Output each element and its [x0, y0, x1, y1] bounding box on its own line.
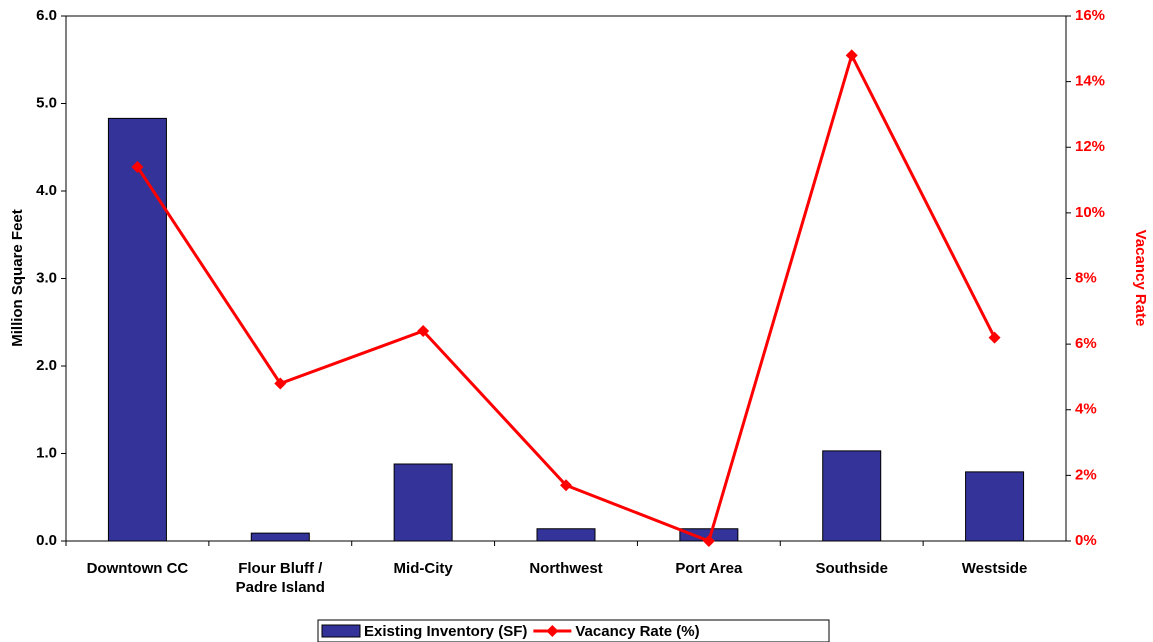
bar: [250, 532, 310, 542]
y-tick-label: 0.0: [36, 532, 57, 549]
y2-tick-label: 0%: [1075, 532, 1097, 549]
y-tick-label: 5.0: [36, 94, 57, 111]
bar: [822, 450, 882, 542]
x-tick-label: Port Area: [675, 560, 743, 577]
y-tick-label: 4.0: [36, 182, 57, 199]
marker: [702, 535, 715, 547]
y2-tick-label: 8%: [1075, 269, 1097, 286]
y2-tick-label: 6%: [1075, 335, 1097, 352]
x-tick-label: Mid-City: [393, 560, 453, 577]
y-tick-label: 1.0: [36, 444, 57, 461]
y2-axis-title: Vacancy Rate: [1132, 230, 1149, 327]
marker: [560, 479, 572, 492]
y2-tick-label: 4%: [1075, 401, 1097, 418]
bar: [393, 463, 453, 542]
marker: [988, 331, 1001, 344]
legend-swatch: [321, 624, 361, 638]
y2-tick-label: 14%: [1075, 73, 1105, 90]
x-tick-label: Downtown CC: [86, 560, 189, 577]
y-tick-label: 2.0: [36, 357, 57, 374]
legend-marker: [546, 625, 559, 637]
bar: [107, 117, 167, 542]
x-tick-label: Southside: [815, 560, 888, 577]
y2-tick-label: 16%: [1075, 7, 1105, 24]
marker: [845, 49, 858, 62]
bar: [965, 471, 1025, 542]
x-tick-label: Westside: [961, 560, 1028, 577]
y-tick-label: 6.0: [36, 7, 57, 24]
x-tick-label: Flour Bluff / Padre Island: [235, 560, 325, 596]
marker: [274, 377, 287, 390]
y-axis-title: Million Square Feet: [9, 209, 26, 347]
y2-tick-label: 12%: [1075, 138, 1105, 155]
y-tick-label: 3.0: [36, 269, 57, 286]
legend-label: Existing Inventory (SF): [364, 623, 527, 640]
marker: [131, 160, 144, 173]
legend-label: Vacancy Rate (%): [575, 623, 699, 640]
marker: [417, 325, 430, 337]
x-tick-label: Northwest: [529, 560, 603, 577]
y2-tick-label: 10%: [1075, 204, 1105, 221]
legend-box: [317, 619, 830, 642]
y2-tick-label: 2%: [1075, 466, 1097, 483]
bar: [536, 528, 596, 542]
